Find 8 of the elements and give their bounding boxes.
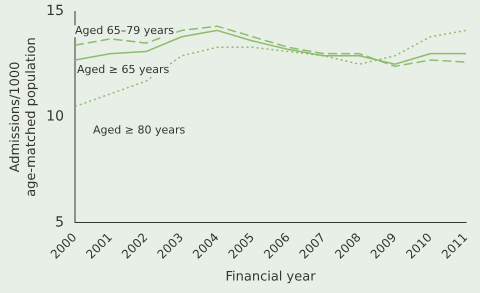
y-tick-label: 15	[46, 3, 64, 20]
x-axis-title: Financial year	[225, 270, 316, 285]
series-label: Aged ≥ 65 years	[77, 62, 170, 76]
y-axis-title: Admissions/1000 age-matched population	[8, 37, 39, 197]
series-label: Aged ≥ 80 years	[93, 123, 186, 136]
y-tick-label: 5	[55, 214, 64, 230]
y-tick-label: 10	[46, 108, 64, 125]
series-label: Aged 65–79 years	[75, 24, 174, 38]
